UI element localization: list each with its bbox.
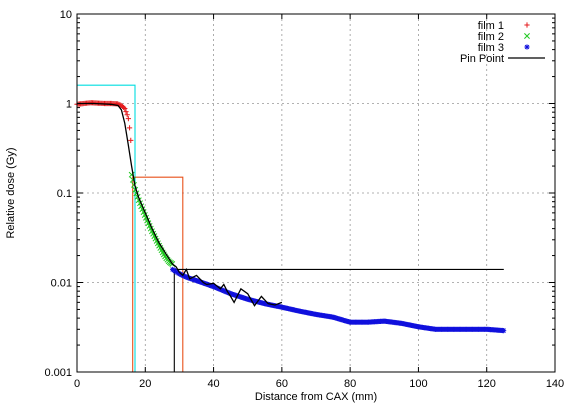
data-point [126,125,133,131]
y-tick-label: 0.1 [57,188,72,200]
data-point [122,105,128,112]
legend-swatch [524,22,530,28]
tick-marks [76,13,556,373]
series-film-3 [170,266,507,334]
series-film-2 [128,171,176,267]
series-layer [74,100,507,334]
x-axis-label: Distance from CAX (mm) [255,391,377,403]
x-tick-label: 100 [409,378,427,390]
x-tick-label: 80 [344,378,356,390]
y-tick-label: 1 [66,99,72,111]
legend-label: film 2 [478,31,504,43]
x-tick-label: 0 [74,378,80,390]
legend-marker [524,33,530,39]
y-axis-label: Relative dose (Gy) [5,147,17,238]
x-tick-label: 120 [478,378,496,390]
data-point [128,137,134,143]
legend-marker [524,22,530,28]
data-point [121,104,127,111]
data-point [124,112,130,118]
data-point [501,328,507,334]
x-tick-label: 20 [139,378,151,390]
grid-lines [77,14,555,372]
x-tick-label: 40 [207,378,219,390]
x-tick-label: 140 [546,378,564,390]
y-tick-label: 0.001 [44,367,72,379]
legend-label: film 1 [478,20,504,32]
legend-label: film 3 [478,42,504,54]
series-pin-point [77,102,283,307]
pin-point-line [77,102,283,307]
y-tick-labels: 0.001 0.01 0.1 1 10 [44,9,72,379]
legend-label: Pin Point [460,53,504,65]
legend-swatch [524,33,530,39]
y-tick-label: 10 [60,9,72,21]
cyan-box [77,84,136,373]
y-tick-label: 0.01 [51,278,72,290]
data-point [123,108,129,115]
legend-swatch [524,44,530,50]
legend-marker [524,44,530,50]
x-tick-label: 60 [276,378,288,390]
data-point [125,116,131,122]
x-tick-labels: 0 20 40 60 80 100 120 140 [74,378,564,390]
